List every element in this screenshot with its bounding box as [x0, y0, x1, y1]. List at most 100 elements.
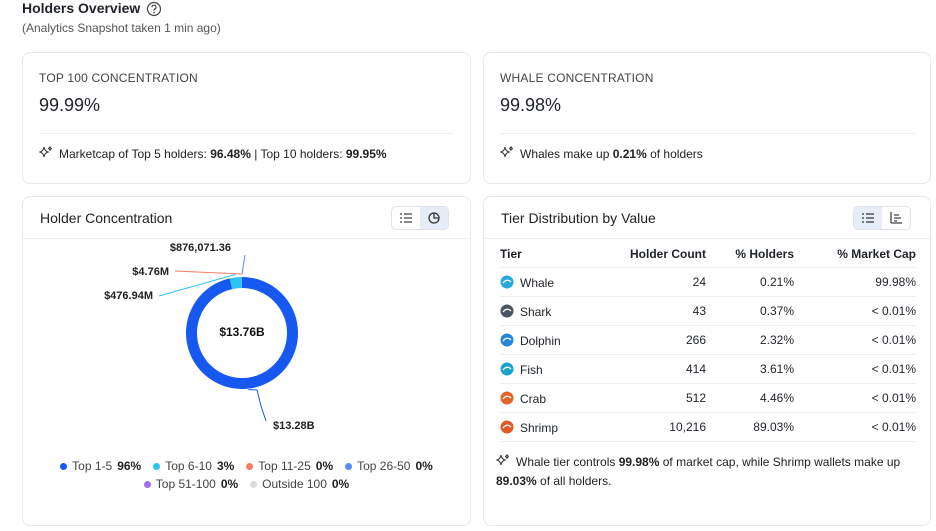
legend-label: Outside 100 — [262, 477, 327, 491]
table-cell: 2.32% — [706, 325, 794, 355]
table-row: Crab 512 4.46% < 0.01% — [500, 383, 916, 413]
tier-cell: Fish — [500, 354, 610, 384]
table-row: Shark 43 0.37% < 0.01% — [500, 296, 916, 326]
legend-item: Top 26-50 0% — [345, 459, 433, 473]
legend-dot — [153, 462, 161, 470]
center-label: $13.76B — [219, 325, 265, 339]
help-icon[interactable] — [146, 1, 162, 17]
table-row: Dolphin 266 2.32% < 0.01% — [500, 325, 916, 355]
legend-item: Top 6-10 3% — [153, 459, 234, 473]
tier-icon-detail — [502, 424, 512, 428]
note-text: of market cap, while Shrimp wallets make… — [659, 455, 901, 469]
tier-icon-shape — [500, 275, 514, 288]
table-cell: 4.46% — [706, 383, 794, 413]
sparkle-shape — [38, 146, 52, 158]
tier-table: Tier Holder Count% Holders% Market Cap Wha… — [500, 240, 916, 442]
cell-text: Fish — [520, 362, 543, 377]
divider — [500, 133, 915, 134]
tier-cell: Shrimp — [500, 412, 610, 442]
cell-text: 0.21% — [759, 275, 794, 289]
note-highlight: 96.48% — [210, 147, 251, 161]
sparkle-icon — [38, 146, 52, 158]
tier-icon — [500, 333, 514, 346]
list-view-button[interactable] — [854, 207, 882, 229]
table-cell: 266 — [610, 325, 706, 355]
table-header-row: Tier Holder Count% Holders% Market Cap — [500, 240, 916, 268]
leader-line — [241, 254, 246, 275]
holder-panel: Holder Concentration $13.28B $476.94M $4.7… — [22, 196, 471, 526]
legend-label: Top 26-50 — [357, 459, 411, 473]
tier-icon-detail — [502, 279, 512, 283]
tier-icon-detail — [502, 308, 512, 312]
tier-icon — [500, 275, 514, 288]
cell-text: Shrimp — [520, 420, 559, 435]
divider — [484, 238, 930, 239]
tier-icon — [500, 304, 514, 317]
value-label: $876,071.36 — [170, 242, 231, 254]
legend: Top 1-5 96% Top 6-10 3% Top 11-25 0% Top 26-50… — [43, 459, 450, 491]
note-text: of all holders. — [536, 474, 612, 488]
legend-item: Top 1-5 96% — [60, 459, 141, 473]
divider — [23, 238, 470, 239]
note-text: Whales make up — [520, 147, 613, 161]
table-cell: < 0.01% — [794, 296, 916, 326]
table-cell: 99.98% — [794, 267, 916, 297]
tier-note: Whale tier controls 99.98% of market cap… — [495, 453, 921, 491]
cell-text: < 0.01% — [871, 420, 916, 434]
cell-text: 99.98% — [875, 275, 916, 289]
kpi-note: Marketcap of Top 5 holders: 96.48% | Top… — [38, 145, 387, 164]
note-highlight: 0.21% — [612, 147, 647, 161]
sparkle-icon — [499, 146, 513, 158]
cell-text: 2.32% — [759, 333, 794, 347]
note-text: Marketcap of Top 5 holders: — [59, 147, 211, 161]
table-row: Whale 24 0.21% 99.98% — [500, 267, 916, 297]
cell-text: 10,216 — [669, 420, 706, 434]
tier-icon — [500, 420, 514, 433]
leader-line — [174, 270, 242, 275]
legend-value: 0% — [315, 459, 334, 473]
table-row: Fish 414 3.61% < 0.01% — [500, 354, 916, 384]
legend-dot — [246, 462, 254, 470]
sparkle-shape — [495, 454, 509, 466]
tier-cell: Dolphin — [500, 325, 610, 355]
table-row: Shrimp 10,216 89.03% < 0.01% — [500, 412, 916, 442]
legend-item: Top 11-25 0% — [246, 459, 333, 473]
chart-view-button[interactable] — [420, 207, 448, 229]
panel-title: Holder Concentration — [40, 210, 173, 226]
cell-text: 89.03% — [753, 420, 794, 434]
cell-text: < 0.01% — [871, 333, 916, 347]
legend-label: Top 1-5 — [72, 459, 113, 473]
cell-text: 266 — [685, 333, 706, 347]
page-subtitle: (Analytics Snapshot taken 1 min ago) — [22, 21, 221, 35]
list-view-button[interactable] — [392, 207, 420, 229]
legend-dot — [60, 462, 68, 470]
cell-text: < 0.01% — [871, 362, 916, 376]
value-label: $476.94M — [104, 290, 153, 302]
tier-icon-detail — [502, 395, 512, 399]
view-toggle — [853, 206, 911, 230]
legend-label: Top 6-10 — [165, 459, 212, 473]
kpi-note: Whales make up 0.21% of holders — [499, 145, 703, 164]
table-cell: 0.21% — [706, 267, 794, 297]
table-cell: 89.03% — [706, 412, 794, 442]
cell-text: Dolphin — [520, 333, 561, 348]
sparkle-icon — [495, 454, 509, 466]
cell-text: 512 — [685, 391, 706, 405]
table-cell: 3.61% — [706, 354, 794, 384]
tier-panel: Tier Distribution by Value Tier Holder Co… — [483, 196, 931, 526]
cell-text: Whale — [520, 275, 555, 290]
kpi-value: 99.99% — [39, 95, 101, 115]
cell-text: 0.37% — [759, 304, 794, 318]
cell-text: Crab — [520, 391, 547, 406]
value-label: $4.76M — [132, 266, 169, 278]
bar-view-button[interactable] — [882, 207, 910, 229]
sparkle-shape — [499, 146, 513, 158]
column-header: % Holders — [706, 240, 794, 268]
cell-text: 24 — [692, 275, 706, 289]
legend-value: 0% — [331, 477, 350, 491]
page-title: Holders Overview — [22, 0, 141, 16]
legend-value: 0% — [220, 477, 239, 491]
table-cell: < 0.01% — [794, 325, 916, 355]
cell-text: < 0.01% — [871, 304, 916, 318]
